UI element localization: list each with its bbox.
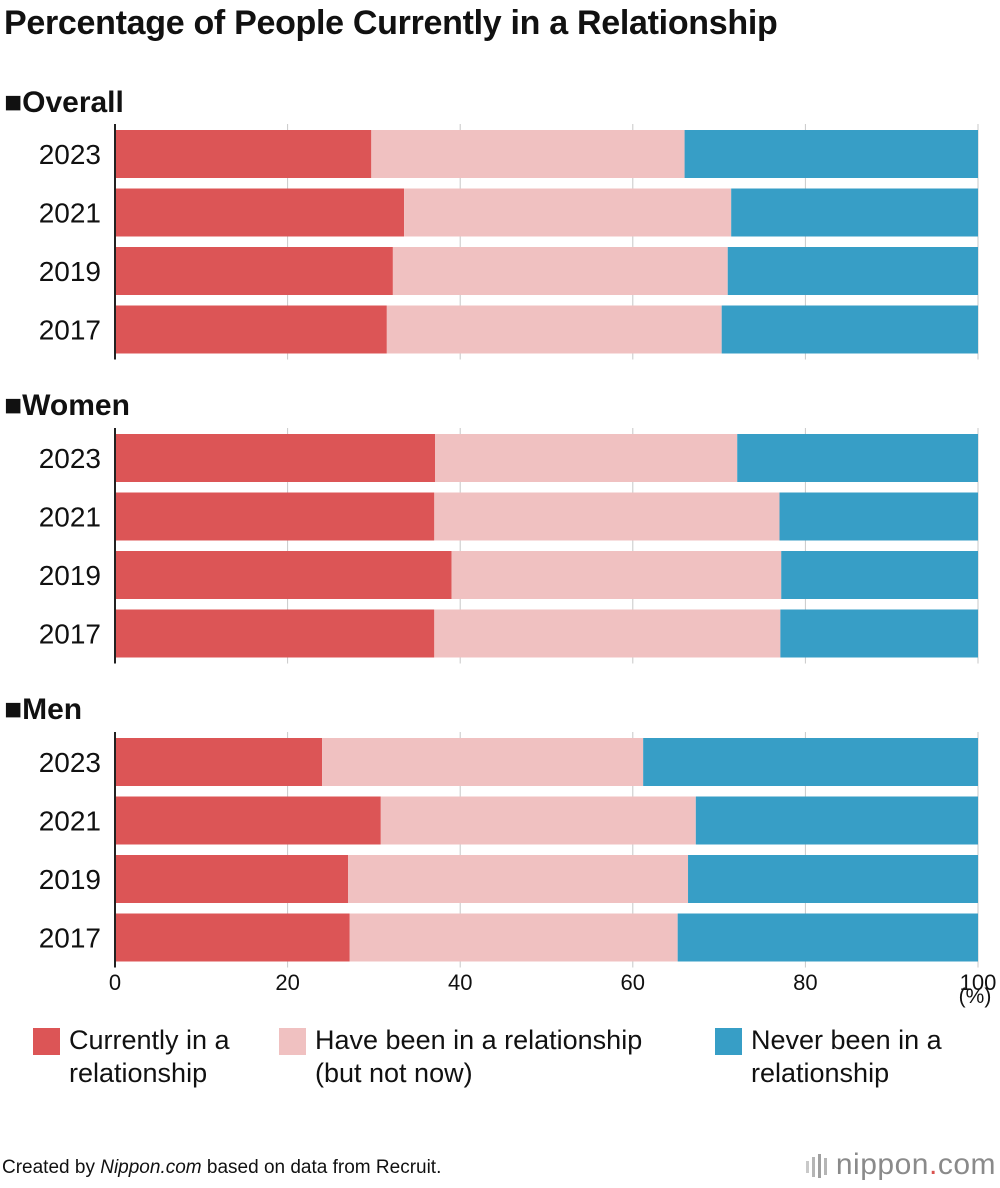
x-tick-label: 0 [109,970,121,995]
category-label: 2017 [39,619,101,650]
bar-overall-2021-never-been-in-a-relationship [731,188,978,237]
bar-women-2017-currently-in-a-relationship [115,609,435,658]
bar-women-2021-currently-in-a-relationship [115,492,435,541]
legend-label-never: Never been in a relationship [751,1025,942,1088]
category-label: 2019 [39,560,101,591]
bar-men-2021-have-been-in-a-relationship-but-not-now [380,796,696,845]
category-label: 2023 [39,443,101,474]
category-label: 2017 [39,923,101,954]
bar-overall-2017-never-been-in-a-relationship [721,305,978,354]
x-unit-label: (%) [959,985,992,1008]
bar-overall-2023-never-been-in-a-relationship [684,130,978,178]
bar-women-2023-currently-in-a-relationship [115,434,436,482]
bar-overall-2019-have-been-in-a-relationship-but-not-now [392,247,728,295]
bar-women-2023-have-been-in-a-relationship-but-not-now [435,434,738,482]
bar-men-2017-never-been-in-a-relationship [677,913,978,962]
bar-women-2019-never-been-in-a-relationship [781,551,978,599]
bar-men-2021-currently-in-a-relationship [115,796,381,845]
panel-title-men: ■Men [4,693,82,726]
footer-site: Nippon.com [100,1157,202,1178]
bar-men-2021-never-been-in-a-relationship [695,796,978,845]
chart-title: Percentage of People Currently in a Rela… [4,4,778,42]
bar-men-2019-never-been-in-a-relationship [688,855,978,903]
bar-women-2017-never-been-in-a-relationship [780,609,978,658]
logo-brand: nippon [835,1148,929,1181]
bar-overall-2023-have-been-in-a-relationship-but-not-now [371,130,685,178]
category-label: 2017 [39,315,101,346]
logo-bars-icon [805,1154,827,1179]
bar-women-2017-have-been-in-a-relationship-but-not-now [434,609,781,658]
bar-women-2019-have-been-in-a-relationship-but-not-now [451,551,782,599]
logo-tld: com [937,1148,996,1181]
bar-overall-2021-currently-in-a-relationship [115,188,405,237]
bar-women-2021-have-been-in-a-relationship-but-not-now [434,492,780,541]
bar-overall-2017-have-been-in-a-relationship-but-not-now [386,305,722,354]
footer-prefix: Created by [2,1157,101,1178]
category-label: 2021 [39,198,101,229]
source-footer: Created by Nippon.com based on data from… [2,1157,441,1179]
x-tick-label: 100 [960,970,997,995]
bar-women-2023-never-been-in-a-relationship [737,434,978,482]
bar-overall-2021-have-been-in-a-relationship-but-not-now [404,188,732,237]
bar-overall-2023-currently-in-a-relationship [115,130,372,178]
bar-overall-2019-currently-in-a-relationship [115,247,393,295]
bar-women-2021-never-been-in-a-relationship [779,492,978,541]
category-label: 2023 [39,139,101,170]
bar-overall-2019-never-been-in-a-relationship [727,247,978,295]
nippon-logo[interactable]: nippon.com [805,1148,996,1182]
bar-men-2023-currently-in-a-relationship [115,738,323,786]
bar-women-2019-currently-in-a-relationship [115,551,452,599]
legend-swatch-have-been [279,1028,306,1055]
x-tick-label: 60 [621,970,645,995]
panel-title-women: ■Women [4,389,130,422]
bar-men-2023-have-been-in-a-relationship-but-not-now [322,738,644,786]
footer-suffix: based on data from Recruit. [201,1157,442,1178]
bar-men-2017-have-been-in-a-relationship-but-not-now [349,913,678,962]
category-label: 2019 [39,864,101,895]
stacked-bar-chart: ■Overall 2023 2021 2019 2017 ■Women 2023 2021 20… [4,86,997,1008]
x-tick-label: 80 [793,970,817,995]
category-label: 2023 [39,747,101,778]
legend-swatch-never [715,1028,742,1055]
bar-overall-2017-currently-in-a-relationship [115,305,387,354]
legend-label-currently: Currently in a relationship [69,1025,230,1088]
legend-swatch-currently [33,1028,60,1055]
x-tick-label: 40 [448,970,472,995]
logo-dot: . [928,1148,938,1181]
panel-title-overall: ■Overall [4,86,124,119]
category-label: 2019 [39,256,101,287]
bar-men-2019-have-been-in-a-relationship-but-not-now [348,855,689,903]
bar-men-2019-currently-in-a-relationship [115,855,349,903]
legend-label-have-been: Have been in a relationship (but not now… [315,1025,643,1088]
category-label: 2021 [39,502,101,533]
x-tick-label: 20 [275,970,299,995]
bar-men-2023-never-been-in-a-relationship [643,738,978,786]
category-label: 2021 [39,806,101,837]
bar-men-2017-currently-in-a-relationship [115,913,350,962]
